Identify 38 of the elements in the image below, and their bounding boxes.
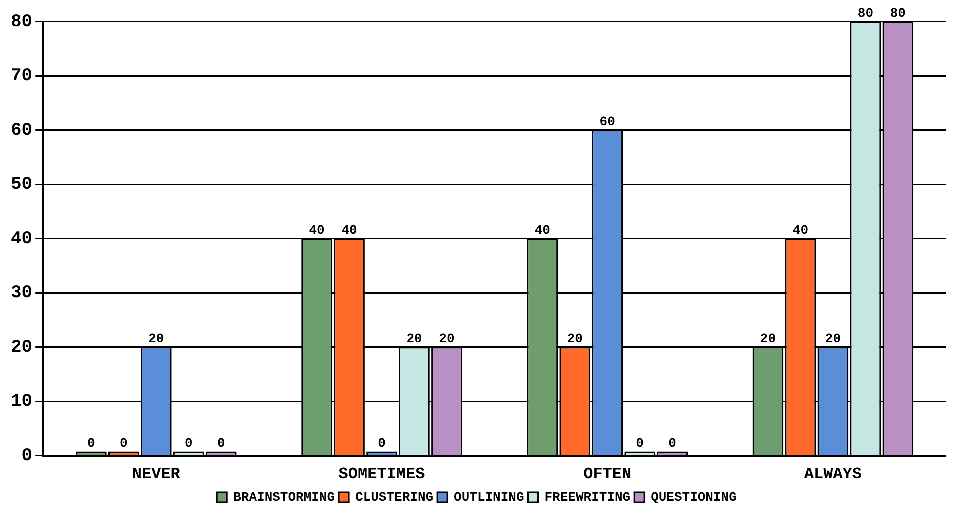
data-label: 80 bbox=[858, 6, 874, 22]
legend-label: FREEWRITING bbox=[544, 490, 631, 505]
y-tick-label: 30 bbox=[10, 284, 33, 304]
data-label: 20 bbox=[760, 332, 776, 347]
legend-label: CLUSTERING bbox=[356, 490, 434, 505]
data-label: 20 bbox=[567, 332, 584, 347]
data-label: 0 bbox=[636, 436, 644, 452]
data-label: 20 bbox=[406, 332, 422, 347]
y-tick-label: 80 bbox=[10, 12, 33, 32]
data-label: 0 bbox=[217, 436, 226, 452]
data-label: 0 bbox=[668, 436, 677, 452]
data-label: 40 bbox=[342, 223, 358, 238]
data-label: 0 bbox=[378, 436, 386, 452]
y-tick-label: 60 bbox=[10, 120, 33, 141]
data-label: 60 bbox=[600, 114, 616, 130]
data-label: 0 bbox=[184, 436, 193, 452]
data-label: 20 bbox=[148, 332, 164, 347]
x-tick-label: SOMETIMES bbox=[338, 465, 426, 484]
data-label: 40 bbox=[792, 223, 809, 238]
data-label: 20 bbox=[439, 332, 455, 347]
y-tick-label: 10 bbox=[10, 392, 33, 412]
data-label: 20 bbox=[825, 332, 842, 347]
legend-label: OUTLINING bbox=[454, 490, 524, 505]
x-tick-label: OFTEN bbox=[584, 465, 632, 484]
data-label: 0 bbox=[88, 436, 96, 452]
y-tick-label: 70 bbox=[10, 66, 33, 87]
data-label: 0 bbox=[120, 436, 128, 452]
data-label: 40 bbox=[534, 223, 551, 238]
y-tick-label: 50 bbox=[10, 175, 33, 196]
legend-label: BRAINSTORMING bbox=[234, 490, 336, 505]
data-label: 80 bbox=[890, 6, 906, 22]
data-label: 40 bbox=[309, 223, 326, 238]
y-tick-label: 40 bbox=[10, 229, 33, 250]
x-tick-label: NEVER bbox=[132, 465, 181, 484]
y-tick-label: 0 bbox=[22, 446, 33, 466]
y-tick-label: 20 bbox=[10, 338, 33, 358]
legend-label: QUESTIONING bbox=[651, 490, 738, 505]
x-tick-label: ALWAYS bbox=[804, 465, 862, 484]
